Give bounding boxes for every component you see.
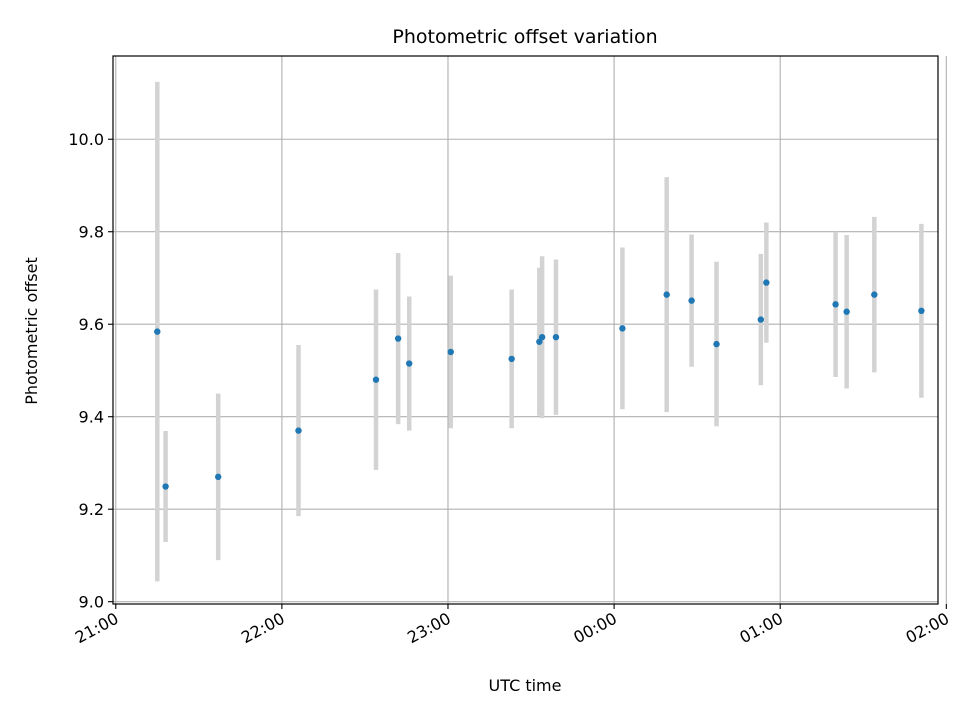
data-point	[843, 308, 850, 315]
data-point	[295, 427, 302, 434]
data-point	[508, 355, 515, 363]
data-point	[688, 297, 695, 304]
data-point	[536, 338, 543, 345]
data-point	[619, 325, 626, 332]
data-point	[154, 328, 161, 335]
data-point	[538, 333, 546, 341]
data-point	[663, 291, 670, 298]
data-point	[871, 291, 878, 298]
y-tick-label: 9.8	[79, 223, 104, 242]
data-point	[918, 307, 925, 315]
data-point	[447, 348, 454, 356]
data-point	[713, 340, 720, 348]
x-axis-label: UTC time	[489, 676, 562, 695]
data-point	[215, 473, 222, 481]
data-point	[757, 316, 765, 323]
data-point	[763, 279, 770, 286]
y-tick-label: 9.6	[79, 315, 104, 334]
data-point	[394, 335, 402, 342]
chart-title: Photometric offset variation	[392, 26, 657, 48]
y-tick-label: 9.2	[79, 500, 104, 519]
data-points	[154, 279, 925, 490]
y-tick-label: 9.4	[79, 408, 104, 427]
plot-frame	[112, 55, 939, 605]
data-point	[832, 301, 839, 308]
y-axis-ticks: 9.0 9.2 9.4 9.6 9.8 10.0	[68, 130, 113, 612]
y-tick-label: 10.0	[68, 130, 104, 149]
data-point	[372, 376, 380, 383]
data-point	[162, 483, 169, 490]
y-tick-label: 9.0	[79, 593, 104, 612]
y-axis-label: Photometric offset	[22, 257, 41, 405]
data-point	[406, 360, 413, 367]
data-point	[552, 333, 560, 341]
grid-lines	[113, 56, 947, 604]
